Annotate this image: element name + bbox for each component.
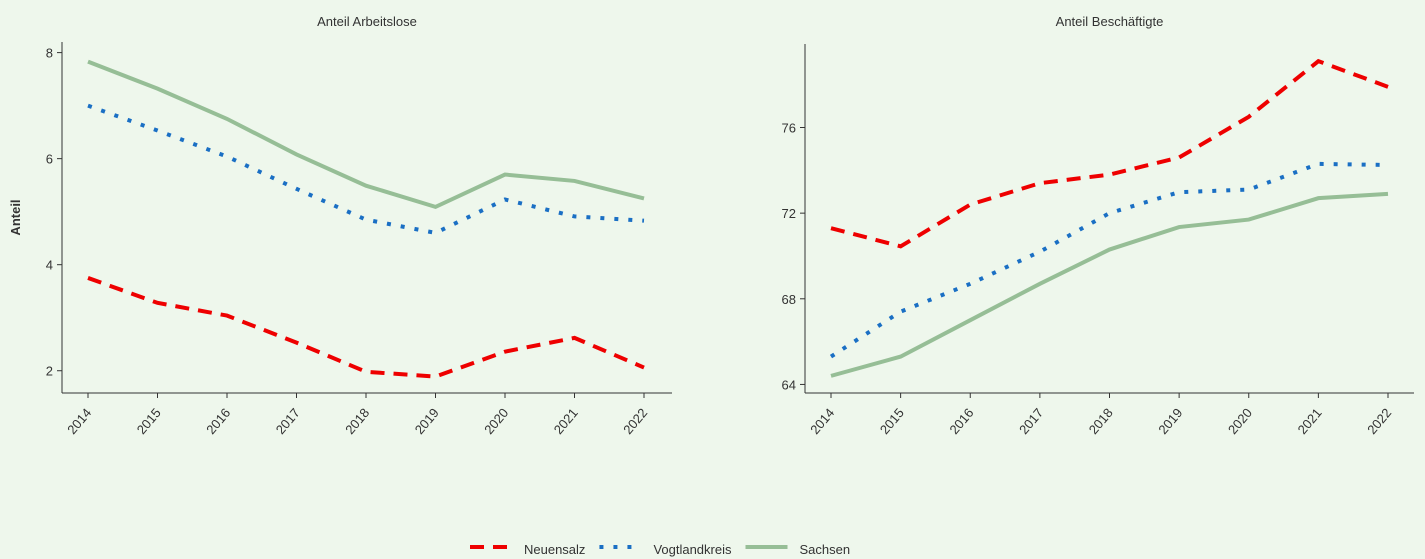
y-tick-label: 64 [782,377,796,392]
y-tick-label: 76 [782,121,796,136]
panel-title: Anteil Beschäftigte [1056,14,1164,29]
x-tick-label: 2017 [1016,405,1046,437]
y-tick-label: 2 [46,364,53,379]
legend-label: Neuensalz [524,542,585,557]
series-line [87,59,645,210]
series-line [87,276,645,379]
series-line [830,191,1389,378]
x-tick-label: 2022 [620,405,650,437]
series-line [87,103,645,235]
legend: Neuensalz Vogtlandkreis Sachsen [470,542,850,557]
panel-title: Anteil Arbeitslose [317,14,417,29]
y-tick-label: 6 [46,152,53,167]
x-tick-label: 2019 [1155,405,1185,437]
x-tick-label: 2020 [481,405,511,437]
x-tick-label: 2020 [1225,405,1255,437]
x-tick-label: 2017 [273,405,303,437]
x-tick-label: 2018 [342,405,372,437]
y-tick-label: 4 [46,258,53,273]
x-tick-label: 2015 [134,405,164,437]
legend-label: Vogtlandkreis [653,542,732,557]
x-tick-label: 2014 [64,405,94,437]
y-tick-label: 72 [782,206,796,221]
series-line [829,161,1389,359]
x-tick-label: 2016 [203,405,233,437]
y-axis-label: Anteil [8,199,23,235]
y-tick-label: 8 [46,46,53,61]
x-tick-label: 2021 [1295,405,1325,437]
x-tick-label: 2014 [807,405,837,437]
x-tick-label: 2015 [877,405,907,437]
legend-label: Sachsen [800,542,851,557]
x-tick-label: 2022 [1364,405,1394,437]
x-tick-label: 2019 [412,405,442,437]
y-tick-label: 68 [782,292,796,307]
x-tick-label: 2021 [551,405,581,437]
series-line [830,58,1389,249]
x-tick-label: 2016 [946,405,976,437]
x-tick-label: 2018 [1086,405,1116,437]
